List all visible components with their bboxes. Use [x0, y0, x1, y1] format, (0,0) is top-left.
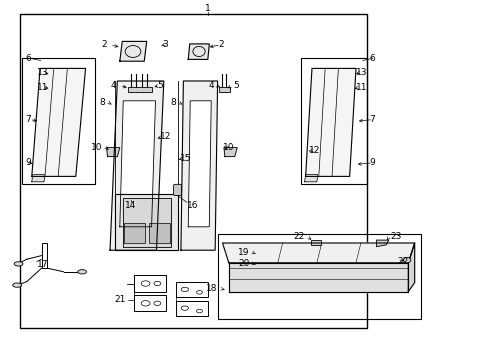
Bar: [149, 223, 170, 243]
Text: 12: 12: [160, 132, 171, 141]
Bar: [134, 295, 166, 311]
Polygon shape: [304, 175, 317, 182]
Text: 17: 17: [37, 260, 48, 269]
Text: 22: 22: [292, 233, 304, 241]
Text: 13: 13: [355, 68, 367, 77]
Bar: [22, 58, 95, 184]
Text: 6: 6: [25, 54, 31, 63]
Bar: [128, 87, 151, 92]
Bar: [134, 275, 166, 292]
Polygon shape: [181, 81, 217, 250]
Text: 18: 18: [205, 284, 217, 293]
Text: 4: 4: [110, 81, 116, 90]
FancyBboxPatch shape: [173, 184, 181, 195]
Text: 15: 15: [180, 154, 191, 163]
Text: 1: 1: [204, 4, 210, 13]
Polygon shape: [228, 263, 407, 292]
Text: 8: 8: [170, 98, 176, 107]
Bar: [217, 234, 420, 319]
Bar: [310, 240, 321, 245]
Bar: [41, 243, 47, 268]
Ellipse shape: [403, 257, 410, 263]
Text: 3: 3: [162, 40, 168, 49]
Polygon shape: [224, 148, 237, 157]
Text: 5: 5: [233, 81, 239, 90]
Polygon shape: [115, 194, 178, 250]
Text: 22: 22: [396, 257, 407, 266]
Polygon shape: [376, 240, 388, 247]
Text: 11: 11: [37, 83, 48, 91]
Text: 10: 10: [223, 143, 234, 152]
Polygon shape: [188, 44, 209, 59]
Text: 12: 12: [308, 146, 320, 155]
Polygon shape: [120, 41, 146, 61]
Text: 14: 14: [125, 202, 137, 210]
Bar: [123, 223, 144, 243]
Text: 19: 19: [237, 248, 249, 257]
Ellipse shape: [13, 283, 21, 287]
Text: 9: 9: [25, 158, 31, 167]
Text: 9: 9: [369, 158, 375, 167]
Polygon shape: [222, 243, 414, 263]
Bar: [176, 282, 207, 297]
Polygon shape: [407, 243, 414, 292]
Ellipse shape: [14, 262, 23, 266]
Text: 2: 2: [101, 40, 106, 49]
Text: 13: 13: [37, 68, 48, 77]
Text: 4: 4: [208, 81, 214, 90]
Text: 7: 7: [25, 115, 31, 124]
Polygon shape: [123, 198, 171, 247]
Text: 2: 2: [218, 40, 224, 49]
Polygon shape: [188, 101, 211, 227]
Text: 11: 11: [355, 83, 367, 91]
Text: 8: 8: [100, 98, 105, 107]
Polygon shape: [106, 148, 120, 157]
Text: 16: 16: [186, 202, 198, 210]
Ellipse shape: [78, 270, 86, 274]
Polygon shape: [305, 68, 355, 176]
Bar: [300, 58, 366, 184]
Text: 21: 21: [115, 295, 126, 304]
Bar: [176, 301, 207, 316]
Polygon shape: [32, 175, 45, 182]
Polygon shape: [120, 101, 155, 227]
Bar: [219, 87, 229, 92]
Text: 23: 23: [389, 233, 401, 241]
Text: 10: 10: [91, 143, 102, 152]
Text: 5: 5: [157, 81, 163, 90]
Bar: [20, 14, 366, 328]
Polygon shape: [110, 81, 163, 250]
Polygon shape: [32, 68, 85, 176]
Text: 6: 6: [369, 54, 375, 63]
Text: 7: 7: [369, 115, 375, 124]
Text: 20: 20: [238, 259, 249, 268]
